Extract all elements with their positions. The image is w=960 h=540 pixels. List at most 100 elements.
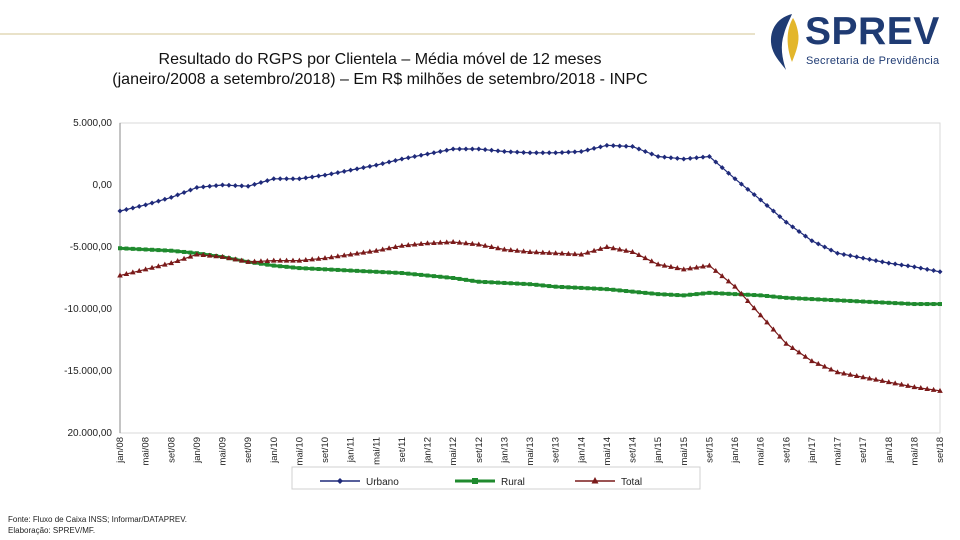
data-point: [764, 319, 770, 325]
data-point: [143, 202, 149, 208]
title-line-1: Resultado do RGPS por Clientela – Média …: [158, 51, 602, 68]
data-point: [296, 176, 302, 182]
x-tick-label: mai/17: [833, 437, 844, 466]
data-point: [341, 168, 347, 174]
y-tick-label: -5.000,00: [70, 242, 113, 253]
data-point: [675, 293, 680, 298]
data-point: [386, 159, 392, 165]
data-point: [495, 148, 501, 154]
data-point: [411, 241, 418, 247]
data-point: [592, 286, 597, 291]
data-point: [457, 146, 463, 152]
data-point: [809, 358, 815, 364]
data-point: [521, 149, 527, 155]
data-point: [597, 144, 603, 150]
data-point: [265, 262, 270, 267]
data-point: [623, 247, 629, 253]
data-point: [323, 267, 327, 272]
data-point: [725, 278, 732, 284]
data-point: [232, 256, 239, 262]
data-point: [290, 176, 296, 182]
data-point: [803, 296, 808, 301]
data-point: [828, 247, 834, 253]
data-point: [655, 261, 661, 267]
data-point: [668, 292, 673, 297]
data-point: [335, 253, 341, 259]
data-point: [790, 224, 796, 230]
data-point: [316, 267, 321, 272]
x-tick-label: mai/11: [371, 437, 382, 465]
x-tick-label: mai/08: [141, 437, 152, 466]
x-tick-label: jan/17: [807, 437, 818, 464]
data-point: [706, 153, 712, 159]
data-point: [694, 155, 700, 161]
data-point: [566, 285, 571, 290]
data-point: [719, 165, 725, 171]
x-tick-label: mai/13: [525, 437, 536, 466]
data-point: [835, 250, 840, 256]
data-point: [187, 187, 193, 193]
x-tick-label: set/08: [166, 437, 177, 463]
data-point: [713, 159, 719, 165]
data-point: [630, 289, 635, 294]
data-point: [770, 326, 777, 332]
data-point: [342, 268, 347, 273]
data-point: [450, 146, 456, 152]
data-point: [630, 144, 635, 150]
data-point: [597, 245, 604, 251]
data-point: [636, 252, 642, 258]
data-point: [277, 176, 283, 182]
data-point: [636, 146, 642, 152]
x-tick-label: mai/14: [602, 437, 613, 466]
x-tick-label: mai/18: [909, 437, 920, 466]
data-point: [841, 370, 847, 376]
data-point: [636, 290, 641, 295]
data-point: [604, 142, 610, 148]
data-point: [425, 273, 430, 278]
data-point: [515, 281, 520, 286]
data-point: [559, 149, 565, 155]
data-point: [783, 219, 789, 225]
x-tick-label: jan/16: [730, 437, 741, 464]
legend-label: Rural: [501, 477, 525, 488]
data-point: [700, 263, 706, 269]
data-point: [361, 269, 366, 274]
data-point: [847, 253, 853, 259]
data-point: [475, 241, 482, 247]
data-point: [552, 250, 559, 256]
data-point: [745, 186, 751, 192]
data-point: [713, 291, 718, 296]
data-point: [899, 262, 905, 268]
data-point: [912, 302, 917, 307]
series-rural: [118, 246, 942, 307]
series-urbano: [117, 142, 943, 275]
data-point: [149, 200, 155, 206]
data-point: [405, 242, 412, 248]
data-point: [745, 297, 751, 303]
data-point: [348, 167, 354, 173]
data-point: [757, 312, 764, 318]
data-point: [418, 152, 424, 158]
data-point: [309, 256, 315, 262]
data-point: [387, 270, 392, 275]
data-point: [392, 244, 399, 249]
data-point: [732, 176, 738, 182]
x-tick-label: set/15: [704, 437, 715, 463]
data-point: [245, 183, 251, 189]
legend-marker: [591, 477, 599, 484]
data-point: [258, 261, 263, 266]
data-point: [469, 146, 475, 152]
data-point: [611, 287, 616, 292]
data-point: [931, 268, 937, 274]
data-point: [624, 289, 629, 294]
data-point: [559, 250, 565, 256]
data-point: [380, 270, 385, 275]
data-point: [174, 257, 181, 263]
data-point: [662, 154, 668, 160]
legend-item-rural: Rural: [455, 477, 525, 488]
data-point: [777, 295, 782, 300]
data-point: [899, 301, 904, 306]
data-point: [322, 172, 328, 178]
legend-item-total: Total: [575, 477, 642, 488]
data-point: [431, 274, 436, 279]
